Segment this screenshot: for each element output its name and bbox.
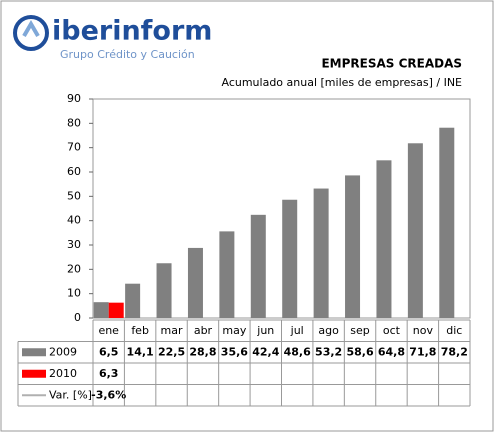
table-value: 58,6 (346, 345, 373, 358)
x-tick-label: sep (350, 324, 369, 337)
x-tick-label: jul (290, 324, 304, 337)
table-value: 6,5 (99, 345, 119, 358)
bar (439, 127, 455, 318)
x-tick-label: oct (383, 324, 401, 337)
table-value: 64,8 (378, 345, 405, 358)
y-tick-label: 10 (67, 287, 81, 300)
x-tick-label: ago (318, 324, 339, 337)
bar (187, 247, 203, 318)
bar (108, 302, 124, 318)
x-tick-label: dic (446, 324, 462, 337)
chart-subtitle: Acumulado anual [miles de empresas] / IN… (221, 76, 462, 89)
legend-swatch (22, 369, 46, 378)
bar (282, 199, 298, 318)
y-tick-label: 60 (67, 165, 81, 178)
bar (125, 283, 141, 318)
y-tick-label: 0 (74, 311, 81, 324)
y-tick-label: 40 (67, 214, 81, 227)
table-value: 35,6 (221, 345, 248, 358)
y-tick-label: 20 (67, 262, 81, 275)
y-tick-label: 90 (67, 92, 81, 105)
table-value: 78,2 (441, 345, 468, 358)
x-tick-label: abr (194, 324, 213, 337)
table-value: 6,3 (99, 367, 119, 380)
x-tick-label: feb (131, 324, 149, 337)
table-value: 53,2 (315, 345, 342, 358)
table-value: 42,4 (252, 345, 279, 358)
y-tick-label: 80 (67, 116, 81, 129)
bar (313, 188, 329, 318)
table-value: 14,1 (127, 345, 154, 358)
bar (93, 302, 109, 318)
legend-label: 2009 (49, 345, 77, 358)
table-value: -3,6% (91, 388, 126, 401)
logo-name: iberinform (52, 16, 212, 47)
legend-label: 2010 (49, 367, 77, 380)
x-tick-label: jun (256, 324, 274, 337)
chart-title: EMPRESAS CREADAS (321, 57, 462, 71)
y-tick-label: 70 (67, 141, 81, 154)
table-value: 22,5 (158, 345, 185, 358)
bar (407, 143, 423, 318)
bar (156, 263, 172, 318)
y-tick-label: 30 (67, 238, 81, 251)
legend-swatch (22, 348, 46, 357)
bar (345, 175, 361, 318)
x-tick-label: may (222, 324, 246, 337)
table-value: 48,6 (284, 345, 311, 358)
bar (250, 214, 266, 318)
bar (376, 160, 392, 318)
bar (219, 231, 235, 318)
table-value: 71,8 (409, 345, 436, 358)
x-tick-label: nov (413, 324, 434, 337)
table-value: 28,8 (189, 345, 216, 358)
x-tick-label: ene (98, 324, 119, 337)
y-tick-label: 50 (67, 189, 81, 202)
plot-area (92, 98, 471, 319)
x-tick-label: mar (161, 324, 183, 337)
logo-tagline: Grupo Crédito y Caución (60, 48, 195, 61)
legend-label: Var. [%] (49, 388, 92, 401)
logo-icon (13, 15, 49, 51)
